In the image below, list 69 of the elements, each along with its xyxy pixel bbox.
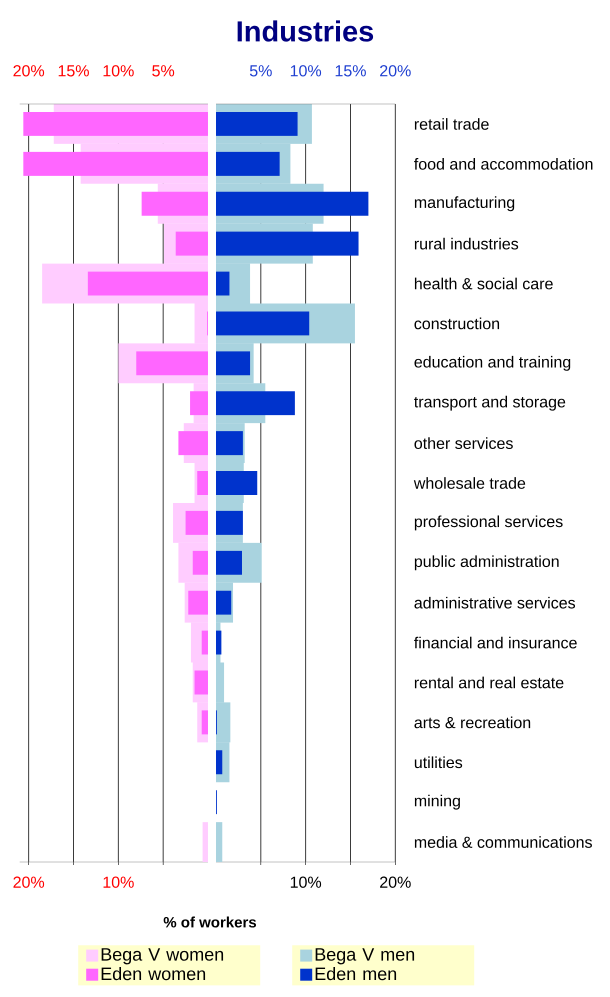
x-tick-label: 10% [290, 876, 322, 888]
bar [186, 510, 208, 535]
x2-tick-label: 5% [250, 65, 272, 76]
y-tick-label: transport and storage [414, 396, 566, 411]
bar [136, 351, 208, 376]
bar [197, 471, 208, 495]
x2-tick-label: 15% [336, 65, 366, 76]
y-tick-label: retail trade [414, 118, 489, 130]
bar [142, 192, 208, 216]
bar [192, 550, 208, 575]
y-tick-label: rural industries [414, 238, 518, 250]
bar [216, 431, 243, 456]
bar [88, 272, 208, 296]
y-tick-label: other services [414, 437, 513, 449]
y-tick-label: manufacturing [414, 196, 514, 212]
y-tick-label: utilities [414, 756, 462, 768]
y-tick-label: professional services [414, 515, 563, 530]
y-tick-label: construction [414, 318, 500, 330]
bar [216, 822, 222, 862]
bar [202, 822, 208, 862]
bar [216, 232, 359, 256]
y-tick-label: education and training [414, 356, 570, 371]
y-tick-label: food and accommodation [414, 158, 592, 170]
legend-label: Eden men [316, 966, 396, 980]
bar [178, 431, 208, 456]
legend-label: Eden women [102, 966, 206, 980]
bar [216, 112, 298, 136]
x-axis-title: % of workers [164, 916, 256, 928]
y-tick-label: administrative services [414, 596, 576, 609]
y-tick-label: rental and real estate [414, 676, 564, 688]
bar [188, 590, 208, 615]
bar [216, 471, 258, 495]
x-tick-label: 20% [380, 876, 411, 888]
bar [194, 670, 208, 694]
x2-tick-label: 10% [290, 65, 322, 76]
y-tick-label: wholesale trade [414, 477, 526, 489]
x2-tick-label: 5% [152, 65, 174, 76]
chart-title: Industries [238, 20, 374, 42]
bar [216, 311, 310, 336]
y-tick-label: health & social care [414, 278, 553, 290]
bar [176, 232, 208, 256]
bar [23, 112, 208, 136]
bar [216, 550, 242, 575]
bar [202, 630, 208, 655]
y-tick-label: mining [414, 794, 460, 810]
legend-label: Bega V women [102, 948, 224, 964]
x2-tick-label: 20% [380, 65, 411, 76]
x-tick-label: 20% [13, 876, 44, 888]
x-tick-label: 10% [104, 876, 134, 888]
bar [202, 710, 208, 734]
bar [23, 152, 208, 176]
bar [190, 391, 208, 416]
x2-tick-label: 15% [58, 65, 89, 76]
bar [216, 192, 368, 216]
legend-label: Bega V men [316, 948, 414, 964]
bar [216, 152, 280, 176]
bar [216, 630, 222, 655]
bar [216, 391, 295, 416]
x2-tick-label: 20% [13, 65, 44, 76]
bar [216, 750, 222, 774]
bar [216, 590, 232, 615]
y-tick-label: media & communications [414, 836, 592, 848]
bar [216, 510, 243, 535]
bar [216, 272, 230, 296]
y-tick-label: financial and insurance [414, 636, 577, 648]
y-tick-label: public administration [414, 555, 559, 570]
bar [216, 351, 250, 376]
x2-tick-label: 10% [104, 65, 134, 76]
y-tick-label: arts & recreation [414, 716, 530, 728]
